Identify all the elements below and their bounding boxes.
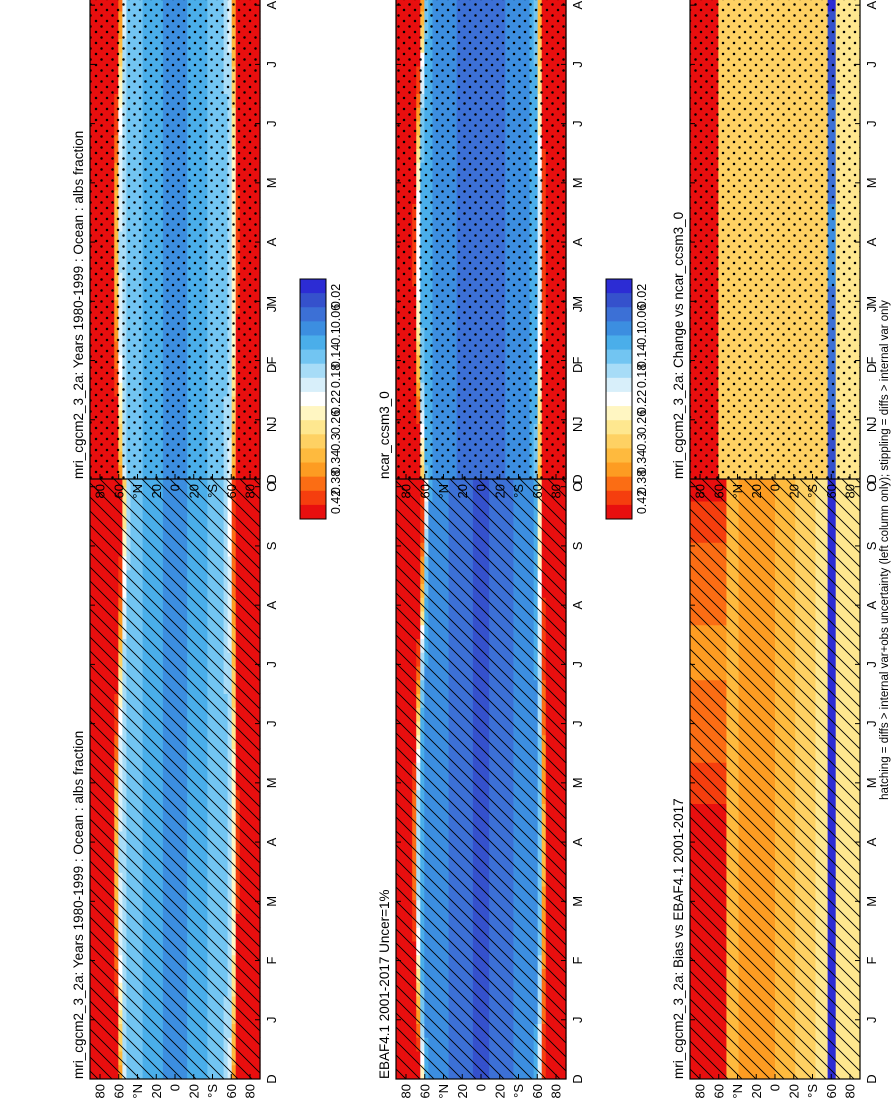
colorbar-label: 0.02 <box>329 284 343 308</box>
panel-title: EBAF4.1 2001-2017 Uncer=1% <box>377 890 392 1080</box>
colorbar-swatch <box>300 419 326 435</box>
panel-title: mri_cgcm2_3_2a: Years 1980-1999 : Ocean … <box>71 731 86 1079</box>
y-tick-label: 20 <box>186 1084 201 1098</box>
x-tick-label: A <box>264 0 279 9</box>
colorbar-swatch <box>300 433 326 449</box>
colorbar-swatch <box>300 278 326 294</box>
stippling-overlay <box>90 0 260 479</box>
x-tick-label: M <box>264 177 279 188</box>
colorbar-swatch <box>300 504 326 519</box>
y-tick-label: 20 <box>186 484 201 498</box>
x-tick-label: A <box>264 837 279 846</box>
x-tick-label: M <box>264 296 279 307</box>
colorbar-swatch <box>300 462 326 477</box>
colorbar-swatch <box>300 476 326 491</box>
colorbar-label: 0.22 <box>329 390 343 414</box>
colorbar-swatch <box>300 335 326 350</box>
x-tick-label: N <box>264 423 279 432</box>
y-tick-label: 0 <box>168 1084 183 1091</box>
colorbar-swatch <box>300 377 326 392</box>
y-tick-label: °S <box>205 484 220 498</box>
colorbar-swatch <box>300 349 326 364</box>
x-tick-label: A <box>264 600 279 609</box>
y-tick-label: 60 <box>111 484 126 498</box>
colorbar-label: 0.1 <box>329 327 343 344</box>
x-tick-label: A <box>264 237 279 246</box>
colorbar-label: 0.3 <box>329 433 343 450</box>
y-tick-label: 80 <box>243 484 258 498</box>
x-tick-label: M <box>264 896 279 907</box>
y-tick-label: 60 <box>224 1084 239 1098</box>
y-tick-label: °N <box>130 1084 145 1099</box>
x-tick-label: J <box>264 120 279 127</box>
x-tick-label: J <box>264 417 279 424</box>
colorbar-swatch <box>300 320 326 336</box>
x-tick-label: S <box>264 541 279 550</box>
y-tick-label: 80 <box>243 1084 258 1098</box>
y-tick-label: 20 <box>149 1084 164 1098</box>
colorbar-label: 0.34 <box>329 450 343 474</box>
y-tick-label: 80 <box>93 1084 108 1098</box>
x-tick-label: F <box>264 957 279 965</box>
x-tick-label: J <box>264 720 279 727</box>
x-tick-label: J <box>264 661 279 668</box>
y-tick-label: °N <box>130 484 145 499</box>
colorbar: 0.420.380.340.30.260.220.180.140.10.060.… <box>299 278 343 520</box>
colorbar-swatch <box>300 448 326 463</box>
x-tick-label: D <box>264 1074 279 1083</box>
y-tick-label: 60 <box>111 1084 126 1098</box>
y-tick-label: 80 <box>93 484 108 498</box>
colorbar-swatch <box>300 391 326 407</box>
y-tick-label: 20 <box>149 484 164 498</box>
colorbar-swatch <box>300 363 326 378</box>
colorbar-swatch <box>300 405 326 421</box>
x-tick-label: J <box>264 1017 279 1024</box>
colorbar-swatch <box>300 292 326 308</box>
colorbar-swatch <box>300 490 326 505</box>
y-tick-label: 60 <box>224 484 239 498</box>
panel-title: mri_cgcm2_3_2a: Years 1980-1999 : Ocean … <box>71 131 86 479</box>
colorbar-label: 0.14 <box>329 344 343 368</box>
x-tick-label: D <box>264 474 279 483</box>
x-tick-label: M <box>264 777 279 788</box>
colorbar-swatch <box>300 306 326 322</box>
x-tick-label: J <box>264 61 279 68</box>
y-tick-label: 0 <box>168 484 183 491</box>
y-tick-label: °S <box>205 1084 220 1098</box>
x-tick-label: F <box>264 357 279 365</box>
